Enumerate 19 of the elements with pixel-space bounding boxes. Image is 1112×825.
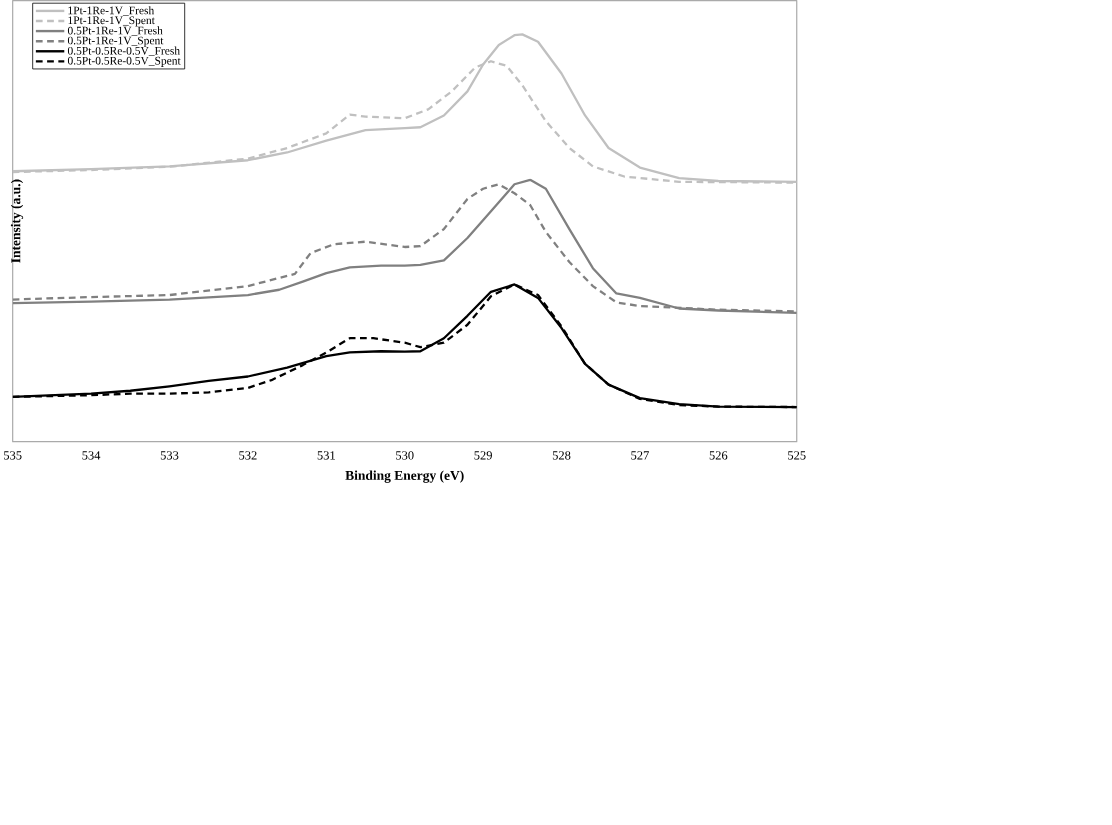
x-tick-label: 534: [82, 451, 101, 460]
x-tick-label: 531: [317, 451, 335, 460]
x-tick-label: 532: [239, 451, 257, 460]
x-tick-label: 530: [396, 451, 414, 460]
x-tick-label: 525: [788, 451, 806, 460]
x-tick-label: 526: [709, 451, 728, 460]
legend-label: 0.5Pt-0.5Re-0.5V_Spent: [67, 57, 181, 68]
legend-label: 1Pt-1Re-1V_Fresh: [68, 6, 155, 16]
legend-label: 0.5Pt-0.5Re-0.5V_Fresh: [67, 46, 180, 57]
x-axis-title: Binding Energy (eV): [345, 470, 464, 484]
y-axis-title: Intensity (a.u.): [10, 179, 24, 264]
x-tick-label: 529: [474, 451, 492, 460]
x-tick-label: 535: [4, 451, 22, 460]
x-tick-label: 533: [160, 451, 179, 460]
legend-label: 1Pt-1Re-1V_Spent: [68, 16, 155, 27]
legend-label: 0.5Pt-1Re-1V_Spent: [67, 36, 164, 47]
x-tick-label: 527: [631, 451, 649, 460]
legend-label: 0.5Pt-1Re-1V_Fresh: [67, 26, 163, 37]
x-tick-label: 528: [552, 451, 571, 460]
